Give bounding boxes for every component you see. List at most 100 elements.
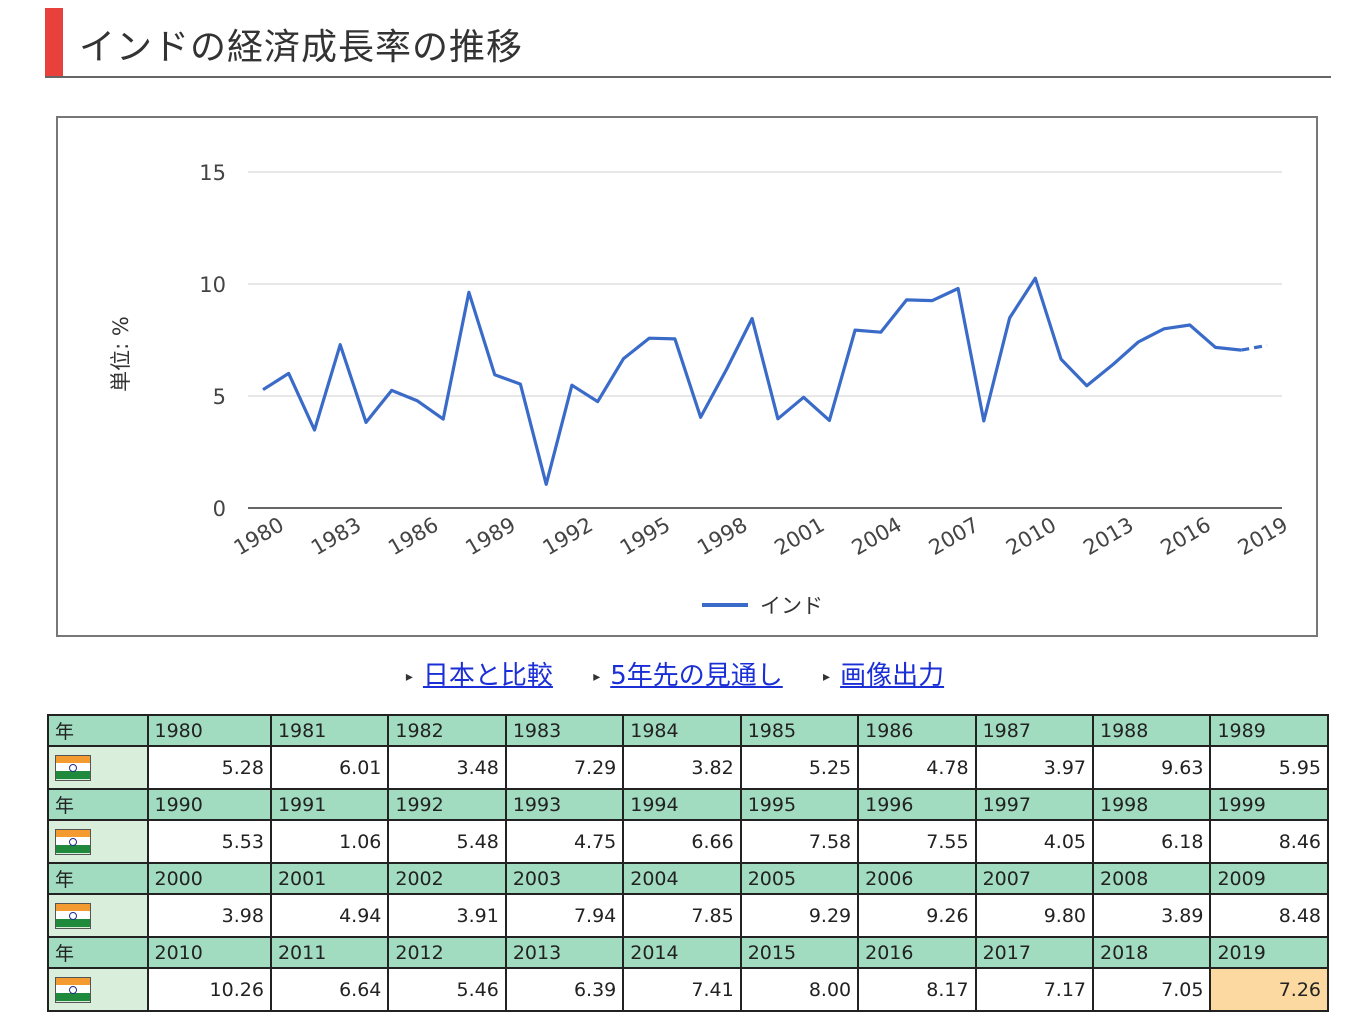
data-point	[750, 316, 754, 320]
value-cell: 3.91	[387, 893, 507, 938]
data-point	[467, 290, 471, 294]
value-cell: 8.17	[857, 967, 977, 1012]
image-export-link-wrap: ▸ 画像出力	[823, 655, 944, 692]
year-cell: 1991	[269, 788, 390, 821]
y-axis-label: 単位: %	[109, 316, 133, 392]
year-cell: 2017	[974, 936, 1095, 969]
data-point	[570, 383, 574, 387]
year-cell: 2000	[146, 862, 272, 895]
value-cell: 9.80	[974, 893, 1095, 938]
data-point	[621, 357, 625, 361]
year-cell: 2005	[739, 862, 860, 895]
x-tick-label: 2013	[1079, 513, 1137, 561]
value-cell: 3.48	[387, 745, 507, 790]
value-cell: 6.66	[622, 819, 742, 864]
data-point	[1162, 327, 1166, 331]
year-header-cell: 年	[47, 936, 149, 969]
india-flag-icon	[55, 902, 91, 929]
data-point	[1033, 276, 1037, 280]
data-point	[699, 415, 703, 419]
value-cell: 8.00	[739, 967, 860, 1012]
value-cell: 5.53	[146, 819, 272, 864]
x-tick-label: 1992	[539, 513, 597, 561]
value-cell: 4.78	[857, 745, 977, 790]
value-cell: 6.39	[504, 967, 625, 1012]
y-tick-label: 15	[199, 161, 226, 185]
table-value-row: 5.53 1.06 5.48 4.75 6.66 7.58 7.55 4.05 6.18 8.46	[47, 819, 1329, 864]
year-cell: 1984	[622, 714, 742, 747]
image-export-link[interactable]: 画像出力	[840, 661, 945, 691]
year-cell: 1996	[857, 788, 977, 821]
year-cell: 2004	[622, 862, 742, 895]
data-point	[1265, 343, 1269, 347]
heading-accent-bar	[45, 8, 63, 76]
year-header-cell: 年	[47, 862, 149, 895]
value-cell: 7.41	[622, 967, 742, 1012]
data-point	[802, 395, 806, 399]
india-flag-icon	[55, 976, 91, 1003]
value-cell: 5.28	[146, 745, 272, 790]
year-cell: 2006	[857, 862, 977, 895]
value-cell: 8.48	[1209, 893, 1329, 938]
value-cell: 7.29	[504, 745, 625, 790]
data-point	[956, 286, 960, 290]
x-tick-label: 1986	[384, 513, 442, 561]
data-point	[1188, 323, 1192, 327]
y-tick-label: 10	[199, 273, 226, 297]
chart-svg: 0 5 10 15 1980 1983 1986 1989 1992 1995 1998 2001 20…	[109, 161, 1292, 618]
value-cell: 5.46	[387, 967, 507, 1012]
value-cell: 5.25	[739, 745, 860, 790]
table-value-row: 3.98 4.94 3.91 7.94 7.85 9.29 9.26 9.80 3.89 8.48	[47, 893, 1329, 938]
year-cell: 1997	[974, 788, 1095, 821]
growth-rate-table: 年 1980 1981 1982 1983 1984 1985 1986 1987 1988 198…	[47, 714, 1329, 1012]
year-cell: 1995	[739, 788, 860, 821]
data-point	[1136, 340, 1140, 344]
value-cell: 3.82	[622, 745, 742, 790]
year-cell: 1989	[1209, 714, 1329, 747]
value-cell: 10.26	[146, 967, 272, 1012]
india-flag-icon	[55, 828, 91, 855]
data-point	[853, 328, 857, 332]
value-cell: 1.06	[269, 819, 390, 864]
series-line	[262, 276, 1242, 486]
x-tick-label: 1980	[230, 513, 288, 561]
year-cell: 2019	[1209, 936, 1329, 969]
year-cell: 1986	[857, 714, 977, 747]
year-cell: 1980	[146, 714, 272, 747]
page-title: インドの経済成長率の推移	[79, 27, 524, 68]
five-year-outlook-link-wrap: ▸ 5年先の見通し	[593, 655, 783, 692]
data-point	[1214, 345, 1218, 349]
year-cell: 1987	[974, 714, 1095, 747]
value-cell: 5.95	[1209, 745, 1329, 790]
value-cell: 5.48	[387, 819, 507, 864]
value-cell: 4.05	[974, 819, 1095, 864]
value-cell: 6.64	[269, 967, 390, 1012]
compare-japan-link-wrap: ▸ 日本と比較	[406, 655, 553, 692]
five-year-outlook-link[interactable]: 5年先の見通し	[610, 661, 783, 691]
data-point	[596, 400, 600, 404]
x-tick-label: 2019	[1234, 513, 1292, 561]
year-cell: 2009	[1209, 862, 1329, 895]
bullet-icon: ▸	[405, 668, 413, 685]
data-point	[827, 418, 831, 422]
year-cell: 1998	[1091, 788, 1212, 821]
x-tick-label: 2001	[770, 513, 828, 561]
data-point	[879, 330, 883, 334]
x-tick-label: 1983	[307, 513, 365, 561]
x-tick-label: 2010	[1002, 513, 1060, 561]
year-cell: 2008	[1091, 862, 1212, 895]
year-header-cell: 年	[47, 714, 149, 747]
compare-japan-link[interactable]: 日本と比較	[422, 661, 553, 691]
value-cell: 4.75	[504, 819, 625, 864]
year-header-cell: 年	[47, 788, 149, 821]
year-cell: 1988	[1091, 714, 1212, 747]
value-cell: 6.01	[269, 745, 390, 790]
year-cell: 1985	[739, 714, 860, 747]
value-cell: 8.46	[1209, 819, 1329, 864]
table-year-row: 年 2000 2001 2002 2003 2004 2005 2006 2007 2008 200…	[47, 862, 1329, 895]
value-cell: 7.05	[1091, 967, 1212, 1012]
table-value-row: 5.28 6.01 3.48 7.29 3.82 5.25 4.78 3.97 9.63 5.95	[47, 745, 1329, 790]
data-point	[724, 368, 728, 372]
value-cell: 9.63	[1091, 745, 1212, 790]
flag-cell	[47, 893, 149, 938]
